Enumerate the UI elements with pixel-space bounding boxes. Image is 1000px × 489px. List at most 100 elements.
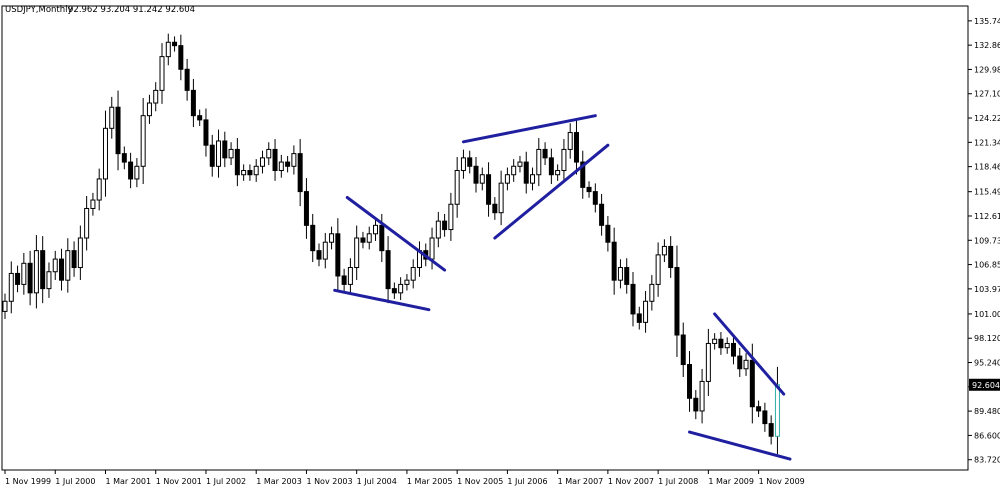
trendline xyxy=(345,196,447,272)
candle-body xyxy=(479,174,485,184)
candle-body xyxy=(548,157,554,176)
candle-body xyxy=(385,250,391,290)
candle-body xyxy=(542,148,548,159)
candle-body xyxy=(530,174,536,184)
candle-body xyxy=(234,148,240,176)
candle-body xyxy=(737,355,743,370)
y-tick-label: 103.970 xyxy=(974,285,1000,294)
candle-body xyxy=(705,342,711,382)
candle-body xyxy=(134,165,140,180)
trendline xyxy=(713,312,786,396)
candle-body xyxy=(460,157,466,172)
candle-body xyxy=(90,199,96,209)
candle-body xyxy=(272,148,278,172)
candle-body xyxy=(266,148,272,159)
candle-body xyxy=(109,106,115,129)
x-tick-label: 1 Nov 2007 xyxy=(608,477,654,486)
candle-body xyxy=(128,161,134,180)
y-tick-label: 101.000 xyxy=(974,310,1000,319)
candle-body xyxy=(172,41,178,47)
candle-body xyxy=(517,161,523,167)
time-axis: 1 Nov 1999 1 Jul 2000 1 Mar 2001 1 Nov 2001… xyxy=(4,470,805,486)
candle-body xyxy=(473,165,479,184)
candle-body xyxy=(511,165,517,176)
candle-body xyxy=(410,267,416,281)
y-tick-label: 132.860 xyxy=(974,41,1000,50)
y-tick-label: 98.120 xyxy=(974,334,1000,343)
candle-body xyxy=(774,384,780,437)
candle-body xyxy=(178,45,184,70)
candle-body xyxy=(680,334,686,366)
candle-body xyxy=(592,191,598,205)
y-tick-label: 118.460 xyxy=(974,163,1000,172)
x-tick-label: 1 Jul 2006 xyxy=(507,477,547,486)
candle-body xyxy=(373,224,379,235)
candle-body xyxy=(523,161,529,184)
candle-body xyxy=(743,359,749,370)
candle-body xyxy=(567,132,573,150)
trendlines-group xyxy=(333,114,792,461)
candle-body xyxy=(316,250,322,260)
candle-body xyxy=(40,250,46,290)
trendline xyxy=(493,143,610,240)
candle-body xyxy=(146,102,152,117)
price-axis: 135.740 132.860 129.980 127.100 124.220 121.3… xyxy=(968,17,1000,465)
candle-body xyxy=(297,153,303,193)
candle-body xyxy=(197,115,203,121)
candle-body xyxy=(404,279,410,285)
candle-body xyxy=(555,170,561,176)
x-tick-label: 1 Mar 2005 xyxy=(407,477,453,486)
candle-body xyxy=(467,157,473,167)
y-tick-label: 89.480 xyxy=(974,407,1000,416)
y-tick-label: 86.600 xyxy=(974,431,1000,440)
candle-body xyxy=(624,267,630,285)
candle-body xyxy=(347,267,353,285)
candle-body xyxy=(165,41,171,58)
candle-body xyxy=(247,170,253,176)
candle-body xyxy=(762,410,768,425)
candle-body xyxy=(448,203,454,231)
y-tick-label: 95.240 xyxy=(974,359,1000,368)
candle-body xyxy=(617,267,623,281)
candle-body xyxy=(21,262,27,285)
candle-body xyxy=(398,283,404,294)
candle-body xyxy=(140,115,146,167)
x-tick-label: 1 Jul 2000 xyxy=(55,477,95,486)
y-tick-label: 83.720 xyxy=(974,456,1000,465)
candle-body xyxy=(190,89,196,117)
candle-body xyxy=(649,283,655,302)
candle-body xyxy=(27,262,33,294)
candle-body xyxy=(492,203,498,214)
candle-body xyxy=(668,245,674,269)
candle-body xyxy=(71,250,77,269)
candle-body xyxy=(661,245,667,256)
candle-body xyxy=(586,186,592,193)
candle-body xyxy=(561,148,567,172)
candle-body xyxy=(310,224,316,252)
candle-body xyxy=(121,153,127,163)
chart-title: USDJPY,Monthly xyxy=(5,5,73,15)
y-tick-label: 124.220 xyxy=(974,114,1000,123)
x-tick-label: 1 Nov 2001 xyxy=(156,477,202,486)
candle-body xyxy=(429,237,435,260)
x-tick-label: 1 Jul 2004 xyxy=(357,477,397,486)
candle-body xyxy=(573,132,579,163)
candle-body xyxy=(278,161,284,172)
plot-frame xyxy=(1,5,969,471)
y-tick-label: 106.850 xyxy=(974,261,1000,270)
y-tick-label: 115.490 xyxy=(974,188,1000,197)
candle-body xyxy=(366,233,372,243)
candle-body xyxy=(102,127,108,180)
x-tick-label: 1 Nov 2003 xyxy=(306,477,352,486)
current-price-label: 92.604 xyxy=(972,381,1000,390)
candle-body xyxy=(693,397,699,412)
x-tick-label: 1 Mar 2001 xyxy=(105,477,151,486)
x-tick-label: 1 Mar 2003 xyxy=(256,477,302,486)
candle-body xyxy=(599,203,605,226)
candle-body xyxy=(486,174,492,205)
candle-body xyxy=(77,237,83,269)
candle-body xyxy=(84,207,90,239)
candle-body xyxy=(228,148,234,159)
